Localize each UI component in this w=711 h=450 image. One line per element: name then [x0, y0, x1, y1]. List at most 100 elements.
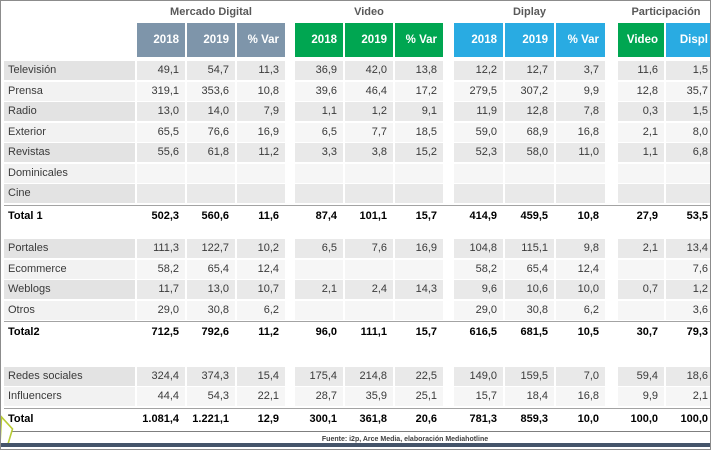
value-cell — [187, 163, 235, 183]
value-cell: 18,6 — [666, 366, 710, 386]
value-cell: 8,0 — [666, 122, 710, 142]
value-cell: 13,0 — [187, 280, 235, 299]
value-cell — [454, 184, 503, 203]
table-row: Ecommerce 58,2 65,4 12,4 58,2 65,4 12,4 7,6 — [4, 259, 710, 279]
row-label: Dominicales — [4, 163, 135, 183]
value-cell: 13,8 — [395, 61, 443, 80]
row-label: Ecommerce — [4, 259, 135, 279]
row-label: Cine — [4, 184, 135, 203]
value-cell: 79,3 — [686, 326, 708, 338]
value-cell: 10,5 — [577, 326, 599, 338]
value-cell: 307,2 — [505, 81, 554, 101]
value-cell: 300,1 — [309, 412, 337, 425]
row-label: Revistas — [4, 143, 135, 162]
value-cell — [618, 259, 664, 279]
value-cell: 3,8 — [345, 143, 393, 162]
value-cell: 1.081,4 — [142, 412, 179, 425]
value-cell: 22,5 — [395, 366, 443, 386]
value-cell — [295, 259, 343, 279]
value-cell: 2,1 — [618, 122, 664, 142]
value-cell: 53,5 — [686, 209, 708, 222]
value-cell: 12,8 — [618, 81, 664, 101]
value-cell: 10,6 — [505, 280, 554, 299]
value-cell: 7,6 — [345, 239, 393, 258]
value-cell — [345, 163, 393, 183]
value-cell: 7,0 — [556, 366, 605, 386]
value-cell — [137, 163, 185, 183]
value-cell: 54,3 — [187, 387, 235, 406]
table-row: Cine — [4, 184, 710, 203]
value-cell: 15,7 — [454, 387, 503, 406]
value-cell: 16,9 — [395, 239, 443, 258]
value-cell: 18,4 — [505, 387, 554, 406]
value-cell: 502,3 — [151, 209, 179, 222]
value-cell — [295, 184, 343, 203]
value-cell — [237, 184, 285, 203]
value-cell: 7,9 — [237, 102, 285, 121]
value-cell: 159,5 — [505, 366, 554, 386]
value-cell: 16,9 — [237, 122, 285, 142]
block-gap — [4, 345, 710, 367]
group-title: Participación — [631, 6, 701, 18]
value-cell: 1,5 — [666, 102, 710, 121]
block-gap — [4, 228, 710, 239]
value-cell — [395, 259, 443, 279]
value-cell: 12,4 — [237, 259, 285, 279]
value-cell: 3,6 — [666, 300, 710, 320]
value-cell: 30,8 — [187, 300, 235, 320]
column-header: % Var — [237, 23, 285, 57]
value-cell: 414,9 — [469, 209, 497, 222]
column-header: 2019 — [187, 23, 235, 57]
value-cell: 1,5 — [666, 61, 710, 80]
value-cell: 30,7 — [636, 326, 658, 338]
value-cell: 122,7 — [187, 239, 235, 258]
value-cell — [556, 163, 605, 183]
value-cell: 76,6 — [187, 122, 235, 142]
value-cell: 28,7 — [295, 387, 343, 406]
group-title: Mercado Digital — [170, 6, 252, 18]
value-cell: 100,0 — [680, 412, 708, 425]
value-cell — [295, 300, 343, 320]
value-cell: 560,6 — [201, 209, 229, 222]
value-cell — [345, 184, 393, 203]
column-header: 2018 — [454, 23, 503, 57]
value-cell: 1,2 — [666, 280, 710, 299]
value-cell: 96,0 — [315, 326, 337, 338]
value-cell — [505, 184, 554, 203]
value-cell: 1,1 — [295, 102, 343, 121]
value-cell: 16,8 — [556, 387, 605, 406]
value-cell: 104,8 — [454, 239, 503, 258]
value-cell — [556, 184, 605, 203]
value-cell: 15,4 — [237, 366, 285, 386]
value-cell: 2,4 — [345, 280, 393, 299]
value-cell: 58,2 — [454, 259, 503, 279]
value-cell: 59,4 — [618, 366, 664, 386]
value-cell: 18,5 — [395, 122, 443, 142]
value-cell: 0,3 — [618, 102, 664, 121]
value-cell: 681,5 — [520, 326, 548, 338]
value-cell: 65,4 — [505, 259, 554, 279]
value-cell: 15,7 — [415, 209, 437, 222]
column-header: Displ — [666, 23, 710, 57]
column-header: % Var — [556, 23, 605, 57]
value-cell: 115,1 — [505, 239, 554, 258]
total-row: Total 1.081,4 1.221,1 12,9 300,1 361,8 20,6 781… — [4, 407, 710, 430]
value-cell: 2,1 — [295, 280, 343, 299]
value-cell: 13,4 — [666, 239, 710, 258]
row-label: Total 1 — [8, 209, 43, 222]
value-cell: 374,3 — [187, 366, 235, 386]
row-label: Redes sociales — [4, 366, 135, 386]
value-cell: 13,0 — [137, 102, 185, 121]
value-cell — [137, 184, 185, 203]
value-cell: 20,6 — [415, 412, 437, 425]
value-cell: 459,5 — [520, 209, 548, 222]
row-label: Televisión — [4, 61, 135, 80]
value-cell: 319,1 — [137, 81, 185, 101]
value-cell: 36,9 — [295, 61, 343, 80]
value-cell: 9,6 — [454, 280, 503, 299]
value-cell: 3,3 — [295, 143, 343, 162]
value-cell: 12,7 — [505, 61, 554, 80]
row-label: Otros — [4, 300, 135, 320]
total-row: Total 1 502,3 560,6 11,6 87,4 101,1 15,7 414,9 4… — [4, 204, 710, 227]
